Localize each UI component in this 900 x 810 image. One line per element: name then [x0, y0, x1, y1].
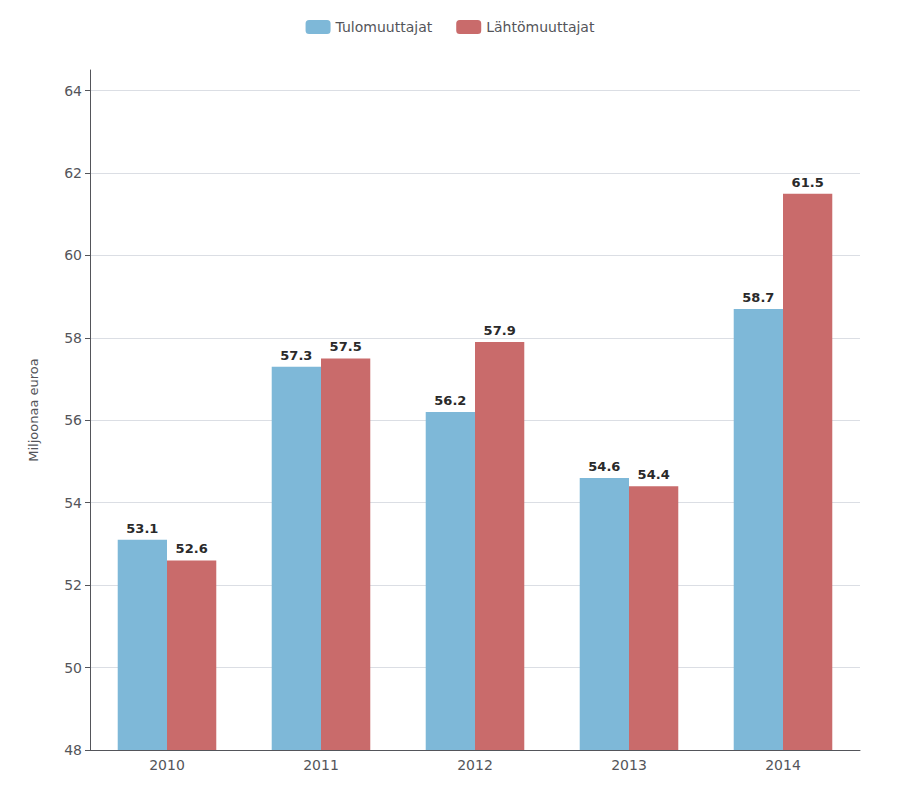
svg-text:58.7: 58.7	[742, 290, 774, 305]
svg-text:56: 56	[64, 412, 82, 428]
svg-text:58: 58	[64, 330, 82, 346]
svg-text:52: 52	[64, 577, 82, 593]
svg-text:60: 60	[64, 247, 82, 263]
svg-text:2011: 2011	[303, 757, 339, 773]
svg-text:54: 54	[64, 495, 82, 511]
svg-text:52.6: 52.6	[176, 541, 208, 556]
svg-text:54.6: 54.6	[588, 459, 620, 474]
svg-text:57.3: 57.3	[280, 348, 312, 363]
svg-text:Tulomuuttajat: Tulomuuttajat	[335, 19, 433, 35]
svg-text:2010: 2010	[149, 757, 185, 773]
svg-text:61.5: 61.5	[792, 175, 824, 190]
svg-text:64: 64	[64, 83, 82, 99]
svg-text:Miljoonaa euroa: Miljoonaa euroa	[26, 358, 41, 461]
svg-text:48: 48	[64, 742, 82, 758]
svg-text:Lähtömuuttajat: Lähtömuuttajat	[486, 19, 595, 35]
svg-text:57.9: 57.9	[484, 323, 516, 338]
svg-text:2014: 2014	[765, 757, 801, 773]
svg-text:56.2: 56.2	[434, 393, 466, 408]
svg-text:50: 50	[64, 660, 82, 676]
svg-text:62: 62	[64, 165, 82, 181]
svg-text:57.5: 57.5	[330, 339, 362, 354]
svg-text:53.1: 53.1	[126, 521, 158, 536]
svg-text:54.4: 54.4	[638, 467, 670, 482]
svg-text:2012: 2012	[457, 757, 493, 773]
svg-text:2013: 2013	[611, 757, 647, 773]
